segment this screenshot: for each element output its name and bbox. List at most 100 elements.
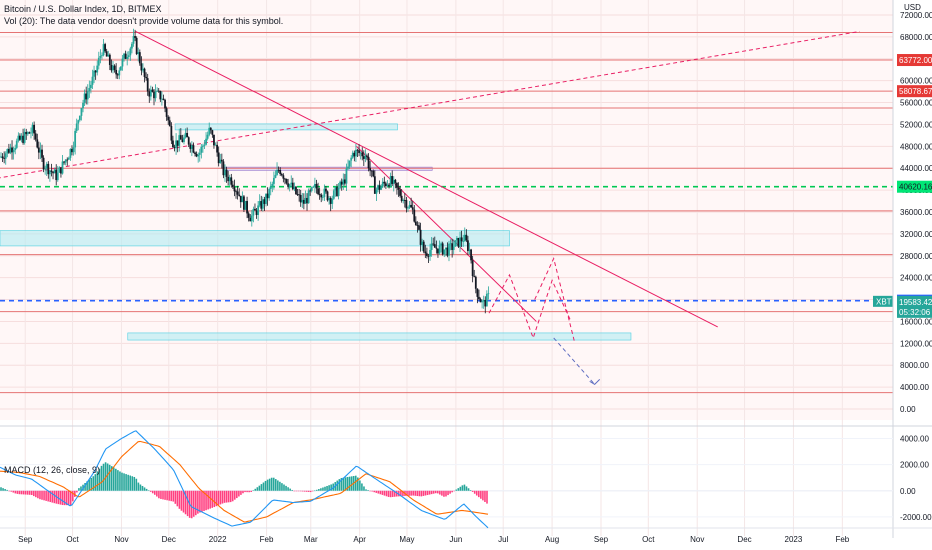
macd-hist-bar: [328, 485, 330, 491]
candle-body: [222, 161, 225, 176]
candle-body: [419, 229, 422, 245]
candle-body: [0, 156, 2, 158]
candle-body: [462, 241, 465, 242]
candle-body: [197, 154, 200, 157]
candle-body: [381, 181, 384, 187]
candle-body: [12, 150, 15, 153]
candle-body: [151, 89, 154, 92]
candle-body: [290, 182, 293, 185]
candle-body: [263, 199, 266, 204]
candle-body: [375, 189, 378, 194]
y-tick-label: 16000.00: [900, 317, 932, 326]
candle-body: [214, 144, 217, 146]
macd-hist-bar: [80, 486, 82, 491]
macd-hist-bar: [67, 490, 70, 506]
macd-hist-bar: [149, 490, 152, 492]
candle-body: [39, 149, 42, 153]
macd-hist-bar: [223, 490, 226, 503]
candle-body: [366, 155, 368, 157]
macd-hist-bar: [318, 489, 320, 491]
macd-hist-bar: [307, 490, 310, 492]
candle-body: [432, 243, 435, 245]
macd-hist-bar: [84, 483, 86, 491]
candle-body: [244, 201, 247, 210]
level-price-tag: [897, 54, 932, 67]
macd-hist-bar: [395, 490, 398, 497]
macd-y-tick-label: -2000.00: [900, 513, 932, 522]
x-tick-label: 2023: [785, 535, 803, 544]
macd-hist-bar: [443, 490, 445, 497]
candle-body: [41, 149, 43, 158]
candle-body: [454, 240, 457, 247]
macd-hist-bar: [2, 488, 4, 491]
macd-hist-bar: [59, 490, 62, 505]
candle-body: [465, 234, 468, 241]
macd-hist-bar: [342, 477, 345, 491]
candle-body: [154, 91, 157, 99]
candle-body: [435, 247, 438, 249]
projection-path: [534, 257, 575, 341]
macd-hist-bar: [434, 490, 437, 494]
candle-body: [443, 249, 446, 255]
candle-body: [132, 36, 135, 44]
candle-body: [26, 132, 29, 135]
candle-body: [310, 187, 313, 191]
candle-body: [167, 116, 170, 121]
macd-hist-bar: [303, 490, 306, 492]
macd-hist-bar: [76, 490, 78, 493]
macd-hist-bar: [264, 480, 267, 491]
macd-hist-bar: [190, 490, 193, 519]
macd-hist-bar: [262, 482, 265, 491]
y-tick-label: 12000.00: [900, 339, 932, 348]
candle-body: [321, 197, 324, 198]
candle-body: [202, 145, 204, 147]
macd-hist-bar: [467, 488, 470, 491]
x-tick-label: Mar: [304, 535, 318, 544]
candle-body: [474, 276, 477, 289]
macd-hist-bar: [231, 490, 234, 502]
candle-body: [291, 182, 294, 190]
macd-hist-bar: [354, 475, 357, 491]
macd-hist-bar: [166, 490, 168, 501]
candle-body: [235, 191, 237, 193]
macd-hist-bar: [295, 490, 298, 492]
candle-body: [190, 145, 193, 149]
candle-body: [165, 108, 168, 117]
candle-body: [3, 158, 6, 159]
macd-hist-bar: [371, 490, 373, 492]
macd-hist-bar: [324, 486, 326, 491]
macd-hist-bar: [344, 477, 347, 491]
candle-body: [108, 54, 111, 66]
candle-body: [413, 209, 416, 222]
macd-hist-bar: [219, 490, 222, 505]
candle-body: [421, 241, 424, 245]
macd-hist-bar: [74, 490, 76, 497]
macd-hist-bar: [65, 490, 68, 506]
candle-body: [260, 201, 263, 209]
candle-body: [348, 160, 351, 167]
macd-hist-bar: [139, 484, 142, 491]
candle-body: [135, 37, 138, 55]
candle-body: [351, 152, 354, 158]
macd-hist-bar: [96, 471, 99, 491]
macd-hist-bar: [236, 490, 238, 499]
candle-body: [159, 90, 162, 100]
macd-hist-bar: [71, 490, 74, 502]
x-tick-label: Feb: [260, 535, 274, 544]
candle-body: [358, 150, 360, 153]
candle-body: [457, 237, 460, 247]
candle-body: [295, 186, 297, 195]
candle-body: [162, 98, 165, 100]
candle-body: [50, 170, 53, 172]
candle-body: [9, 147, 12, 153]
zone-box: [223, 166, 433, 171]
macd-hist-bar: [326, 485, 328, 491]
candle-body: [337, 187, 340, 197]
candle-body: [257, 205, 260, 215]
trendline: [135, 30, 718, 328]
candle-body: [411, 207, 414, 210]
macd-hist-bar: [459, 486, 462, 491]
candle-body: [362, 156, 365, 159]
macd-hist-bar: [221, 490, 224, 504]
